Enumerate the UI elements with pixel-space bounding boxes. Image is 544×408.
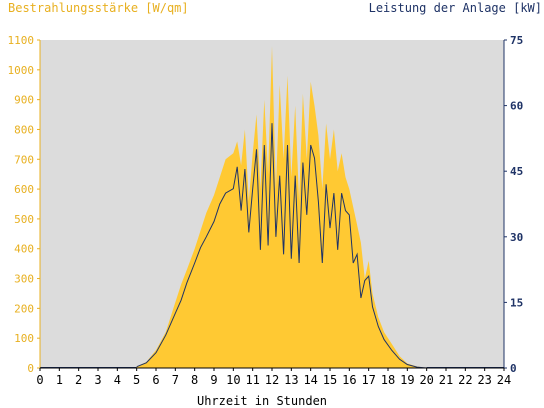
left-axis: 0 100 200 300 400 500 600 700 800 900 1000 1100	[8, 34, 41, 375]
left-tick-label: 800	[14, 123, 34, 136]
left-tick-label: 600	[14, 183, 34, 196]
x-tick-label: 5	[133, 373, 140, 387]
x-tick-label: 16	[342, 373, 356, 387]
x-tick-label: 19	[400, 373, 414, 387]
x-tick-label: 10	[226, 373, 240, 387]
x-tick-label: 0	[36, 373, 43, 387]
left-tick-label: 0	[27, 362, 34, 375]
left-tick-label: 1000	[8, 64, 35, 77]
x-tick-label: 12	[265, 373, 279, 387]
x-tick-label: 2	[75, 373, 82, 387]
x-tick-label: 18	[381, 373, 395, 387]
right-axis: 0 15 30 45 60 75	[503, 34, 523, 375]
left-tick-label: 500	[14, 213, 34, 226]
x-tick-label: 22	[458, 373, 472, 387]
x-tick-label: 6	[152, 373, 159, 387]
x-tick-label: 11	[245, 373, 259, 387]
x-tick-label: 14	[303, 373, 317, 387]
left-tick-label: 100	[14, 332, 34, 345]
x-tick-label: 17	[361, 373, 375, 387]
x-tick-label: 24	[497, 373, 511, 387]
x-tick-label: 23	[477, 373, 491, 387]
x-tick-label: 9	[210, 373, 217, 387]
left-tick-label: 1100	[8, 34, 35, 47]
left-axis-title: Bestrahlungsstärke [W/qm]	[8, 1, 189, 15]
left-tick-label: 300	[14, 273, 34, 286]
x-tick-label: 4	[114, 373, 121, 387]
right-axis-title: Leistung der Anlage [kW]	[369, 1, 542, 15]
right-tick-label: 60	[510, 100, 523, 113]
x-tick-label: 7	[172, 373, 179, 387]
x-tick-label: 21	[439, 373, 453, 387]
left-tick-label: 200	[14, 302, 34, 315]
power-line	[136, 123, 427, 369]
x-tick-label: 8	[191, 373, 198, 387]
left-tick-label: 900	[14, 94, 34, 107]
right-tick-label: 45	[510, 165, 523, 178]
right-tick-label: 75	[510, 34, 523, 47]
x-tick-label: 15	[323, 373, 337, 387]
right-tick-label: 15	[510, 296, 523, 309]
left-tick-label: 400	[14, 243, 34, 256]
x-tick-label: 3	[94, 373, 101, 387]
right-tick-label: 0	[510, 362, 517, 375]
x-tick-label: 1	[56, 373, 63, 387]
x-tick-label: 13	[284, 373, 298, 387]
x-axis: 0 1 2 3 4 5 6 7 8 9 10 11 12 13 14 15 16 17 18 19 20 21 22 23 24	[36, 367, 511, 387]
left-tick-label: 700	[14, 153, 34, 166]
right-tick-label: 30	[510, 231, 523, 244]
x-tick-label: 20	[419, 373, 433, 387]
x-axis-title: Uhrzeit in Stunden	[197, 394, 327, 408]
